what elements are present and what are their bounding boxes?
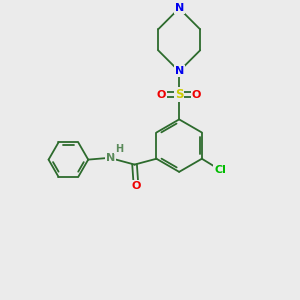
Text: N: N (175, 3, 184, 13)
Text: Cl: Cl (214, 165, 226, 175)
Text: O: O (192, 90, 201, 100)
Text: N: N (106, 153, 115, 163)
Text: O: O (131, 181, 141, 190)
Text: S: S (175, 88, 183, 101)
Text: O: O (157, 90, 166, 100)
Text: H: H (115, 144, 123, 154)
Text: N: N (175, 66, 184, 76)
